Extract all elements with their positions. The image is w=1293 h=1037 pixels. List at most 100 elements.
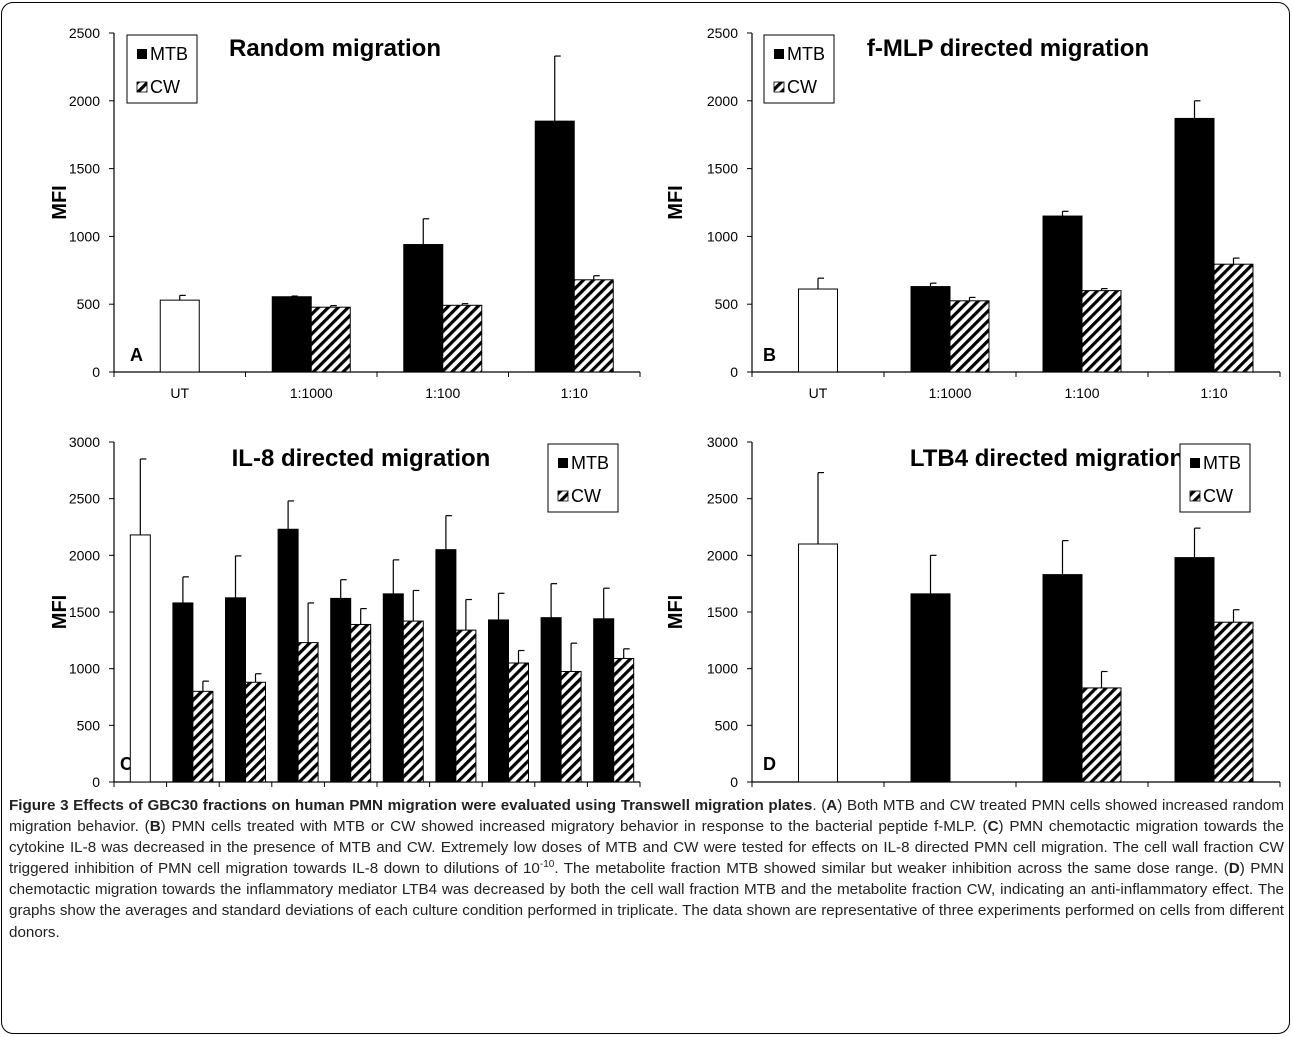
- y-tick-label: 0: [730, 364, 738, 380]
- bar-mtb: [404, 245, 443, 372]
- bar-cw: [1214, 264, 1253, 372]
- bar-cw: [1082, 688, 1121, 782]
- y-tick-label: 500: [715, 717, 739, 733]
- y-axis-title: MFI: [49, 595, 71, 629]
- bar-cw: [193, 691, 213, 782]
- bar-mtb: [535, 121, 574, 372]
- bar-cw: [1214, 622, 1253, 782]
- legend-swatch-mtb: [137, 49, 147, 59]
- y-tick-label: 0: [92, 364, 100, 380]
- bar-mtb: [489, 620, 509, 782]
- panel-letter: A: [130, 345, 143, 365]
- caption-title: Figure 3 Effects of GBC30 fractions on h…: [9, 797, 812, 814]
- bar-cw: [561, 672, 581, 783]
- y-tick-label: 500: [77, 717, 101, 733]
- chart-panel-a: 0 500 1000 1500 2000 2500 UT 1:1000 1:100 1:10 MFI…: [49, 25, 640, 401]
- y-tick-label: 1500: [707, 161, 738, 177]
- legend-swatch-mtb: [558, 458, 568, 468]
- legend-swatch-mtb: [1190, 458, 1200, 468]
- y-tick-label: 2000: [707, 93, 738, 109]
- x-tick-label: 1:1000: [929, 385, 972, 401]
- bar-mtb: [911, 287, 950, 372]
- bar-ut: [799, 544, 838, 782]
- legend-label-mtb: MTB: [571, 453, 609, 473]
- y-tick-label: 1500: [69, 161, 100, 177]
- y-tick-label: 0: [92, 774, 100, 790]
- panel-letter: D: [763, 754, 776, 774]
- caption-label-c: C: [988, 818, 999, 835]
- y-tick-label: 2000: [707, 547, 738, 563]
- bar-cw: [298, 643, 318, 782]
- bar-cw: [574, 280, 613, 372]
- chart-title: f-MLP directed migration: [867, 35, 1149, 62]
- y-tick-label: 2500: [707, 491, 738, 507]
- bar-mtb: [278, 529, 298, 782]
- bar-cw: [950, 301, 989, 372]
- y-tick-label: 0: [730, 774, 738, 790]
- y-tick-label: 1000: [69, 661, 100, 677]
- bar-mtb: [1043, 575, 1082, 782]
- y-tick-label: 2500: [707, 25, 738, 41]
- chart-panel-b: 0 500 1000 1500 2000 2500 UT 1:1000 1:100 1:10 MFI…: [665, 25, 1280, 401]
- legend-swatch-cw: [558, 491, 568, 501]
- legend-label-cw: CW: [571, 486, 601, 506]
- y-axis-title: MFI: [665, 185, 687, 219]
- bar-cw: [509, 663, 529, 782]
- chart-title: Random migration: [229, 35, 441, 62]
- y-tick-label: 2500: [69, 25, 100, 41]
- y-tick-label: 1500: [69, 604, 100, 620]
- figure-caption: Figure 3 Effects of GBC30 fractions on h…: [9, 795, 1284, 943]
- bar-mtb: [272, 297, 311, 372]
- y-tick-label: 3000: [707, 434, 738, 450]
- x-tick-label: UT: [809, 385, 828, 401]
- caption-label-a: A: [826, 797, 837, 814]
- legend-label-cw: CW: [150, 77, 180, 97]
- chart-title: IL-8 directed migration: [232, 445, 491, 472]
- bar-cw: [1082, 291, 1121, 372]
- x-tick-label: 1:10: [1200, 385, 1227, 401]
- bar-mtb: [436, 550, 456, 782]
- bar-cw: [614, 658, 634, 782]
- x-tick-label: 1:10: [561, 385, 588, 401]
- caption-text-b: ) PMN cells treated with MTB or CW showe…: [161, 818, 988, 835]
- bar-cw: [456, 630, 476, 782]
- panel-letter: B: [763, 345, 776, 365]
- legend-swatch-cw: [1190, 491, 1200, 501]
- y-tick-label: 500: [77, 296, 101, 312]
- legend-label-cw: CW: [1203, 486, 1233, 506]
- y-tick-label: 2000: [69, 93, 100, 109]
- x-tick-label: UT: [170, 385, 189, 401]
- bar-mtb: [1175, 118, 1214, 372]
- x-tick-label: 1:100: [1064, 385, 1099, 401]
- bar-mtb: [226, 598, 246, 782]
- legend-label-mtb: MTB: [1203, 453, 1241, 473]
- caption-label-d: D: [1229, 860, 1240, 877]
- bar-ut: [799, 289, 838, 372]
- legend-swatch-cw: [774, 82, 784, 92]
- x-tick-label: 1:100: [425, 385, 460, 401]
- bar-mtb: [173, 603, 193, 782]
- y-axis-title: MFI: [49, 185, 71, 219]
- bar-mtb: [1175, 558, 1214, 782]
- caption-superscript: -10: [540, 859, 554, 870]
- bar-cw: [403, 621, 423, 782]
- chart-title: LTB4 directed migration: [910, 445, 1184, 472]
- y-axis-title: MFI: [665, 595, 687, 629]
- bar-cw: [246, 682, 266, 782]
- bar-mtb: [383, 594, 403, 782]
- y-tick-label: 1000: [69, 228, 100, 244]
- legend-swatch-mtb: [774, 49, 784, 59]
- y-tick-label: 1000: [707, 661, 738, 677]
- bar-mtb: [541, 618, 561, 782]
- bar-ut: [130, 535, 150, 782]
- chart-panel-c: 050010001500200025003000UT1.E-101.E-091.…: [49, 434, 640, 795]
- chart-panel-d: 050010001500200025003000UT1:100001:10001…: [665, 434, 1280, 795]
- bar-mtb: [331, 598, 351, 782]
- bar-mtb: [594, 619, 614, 782]
- legend-label-mtb: MTB: [787, 44, 825, 64]
- y-tick-label: 1000: [707, 228, 738, 244]
- y-tick-label: 2500: [69, 491, 100, 507]
- y-tick-label: 2000: [69, 547, 100, 563]
- caption-sep: . (: [812, 797, 826, 814]
